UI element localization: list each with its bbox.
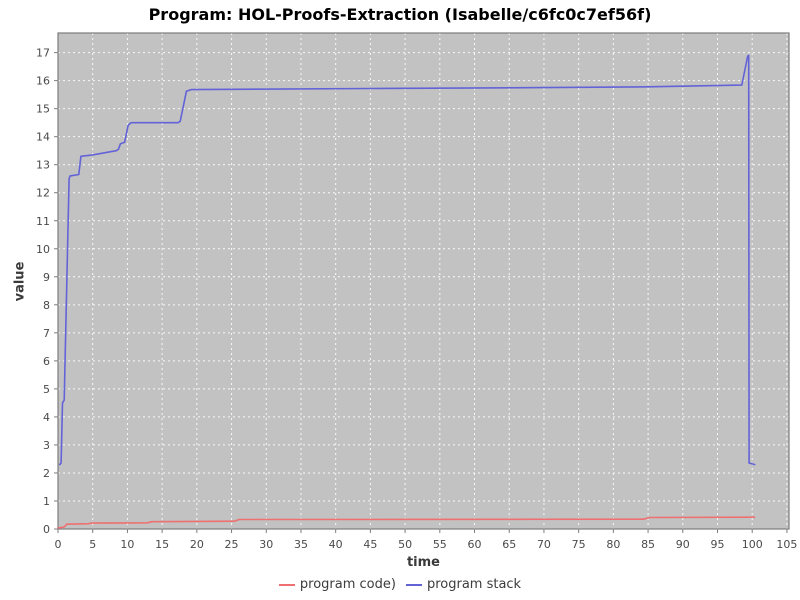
x-tick-label: 55 bbox=[433, 538, 447, 551]
y-tick-label: 17 bbox=[36, 47, 50, 60]
y-tick-label: 12 bbox=[36, 187, 50, 200]
x-tick-label: 65 bbox=[502, 538, 516, 551]
legend-label-program-stack: program stack bbox=[426, 577, 522, 592]
x-tick-label: 5 bbox=[89, 538, 96, 551]
x-tick-label: 25 bbox=[225, 538, 239, 551]
y-tick-label: 7 bbox=[43, 327, 50, 340]
blue-line-swatch-icon bbox=[405, 583, 422, 586]
y-tick-label: 8 bbox=[43, 299, 50, 312]
plot-background bbox=[58, 33, 789, 529]
legend: program code) program stack bbox=[0, 577, 800, 592]
x-tick-label: 95 bbox=[710, 538, 724, 551]
x-tick-label: 75 bbox=[572, 538, 586, 551]
x-tick-label: 20 bbox=[190, 538, 204, 551]
x-tick-label: 100 bbox=[742, 538, 763, 551]
x-tick-label: 105 bbox=[776, 538, 797, 551]
y-tick-label: 11 bbox=[36, 215, 50, 228]
x-tick-label: 0 bbox=[55, 538, 62, 551]
x-tick-label: 80 bbox=[606, 538, 620, 551]
x-tick-label: 45 bbox=[363, 538, 377, 551]
y-tick-label: 1 bbox=[43, 495, 50, 508]
y-tick-label: 15 bbox=[36, 103, 50, 116]
legend-label-program-code: program code) bbox=[299, 577, 396, 592]
x-tick-label: 30 bbox=[259, 538, 273, 551]
x-tick-label: 85 bbox=[641, 538, 655, 551]
chart-title: Program: HOL-Proofs-Extraction (Isabelle… bbox=[148, 5, 652, 24]
x-tick-label: 90 bbox=[676, 538, 690, 551]
y-tick-label: 14 bbox=[36, 131, 50, 144]
x-tick-label: 35 bbox=[294, 538, 308, 551]
x-tick-label: 15 bbox=[155, 538, 169, 551]
y-tick-label: 3 bbox=[43, 439, 50, 452]
y-tick-label: 2 bbox=[43, 467, 50, 480]
y-tick-label: 9 bbox=[43, 271, 50, 284]
x-tick-label: 50 bbox=[398, 538, 412, 551]
x-tick-label: 40 bbox=[329, 538, 343, 551]
y-tick-label: 4 bbox=[43, 411, 50, 424]
legend-item-program-code: program code) bbox=[278, 577, 396, 592]
y-tick-label: 10 bbox=[36, 243, 50, 256]
x-tick-label: 10 bbox=[120, 538, 134, 551]
plot-border bbox=[57, 32, 790, 530]
y-tick-label: 5 bbox=[43, 383, 50, 396]
series-line-1 bbox=[58, 54, 756, 466]
y-tick-label: 13 bbox=[36, 159, 50, 172]
series-line-0 bbox=[57, 516, 756, 529]
legend-item-program-stack: program stack bbox=[405, 577, 522, 592]
y-axis-label: value bbox=[12, 261, 28, 302]
x-axis-label: time bbox=[406, 555, 441, 570]
x-tick-label: 70 bbox=[537, 538, 551, 551]
y-tick-label: 0 bbox=[43, 523, 50, 536]
x-tick-label: 60 bbox=[468, 538, 482, 551]
y-tick-label: 16 bbox=[36, 75, 50, 88]
red-line-swatch-icon bbox=[278, 583, 295, 586]
y-tick-label: 6 bbox=[43, 355, 50, 368]
